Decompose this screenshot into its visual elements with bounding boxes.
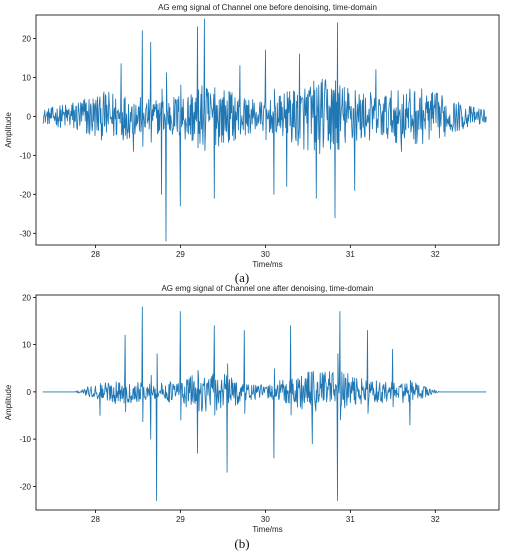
y-tick-label: 20 bbox=[22, 293, 31, 302]
caption-a: (a) bbox=[234, 270, 250, 285]
x-axis-label: Time/ms bbox=[252, 260, 282, 269]
y-tick-label: -10 bbox=[19, 435, 31, 444]
plot-frame bbox=[35, 294, 500, 511]
chart-title: AG emg signal of Channel one before deno… bbox=[158, 3, 377, 12]
x-tick-label: 30 bbox=[261, 515, 270, 524]
chart-title: AG emg signal of Channel one after denoi… bbox=[161, 284, 373, 293]
caption-b: (b) bbox=[234, 536, 250, 551]
x-tick-label: 28 bbox=[91, 250, 100, 259]
y-tick-label: 0 bbox=[27, 112, 32, 121]
y-tick-label: 10 bbox=[22, 341, 31, 350]
y-tick-label: -20 bbox=[19, 190, 31, 199]
signal-line bbox=[42, 18, 487, 242]
y-axis-label: Amplitude bbox=[4, 112, 13, 148]
y-tick-label: 0 bbox=[27, 388, 32, 397]
y-tick-label: -20 bbox=[19, 482, 31, 491]
chart-b: AG emg signal of Channel one after denoi… bbox=[4, 284, 500, 534]
x-tick-label: 29 bbox=[176, 515, 185, 524]
chart-a: AG emg signal of Channel one before deno… bbox=[4, 3, 500, 269]
x-tick-label: 32 bbox=[431, 515, 440, 524]
x-axis-label: Time/ms bbox=[252, 525, 282, 534]
y-tick-label: 10 bbox=[22, 73, 31, 82]
y-tick-label: 20 bbox=[22, 34, 31, 43]
x-tick-label: 32 bbox=[431, 250, 440, 259]
x-tick-label: 30 bbox=[261, 250, 270, 259]
x-tick-label: 29 bbox=[176, 250, 185, 259]
x-tick-label: 31 bbox=[346, 515, 355, 524]
x-tick-label: 28 bbox=[91, 515, 100, 524]
y-tick-label: -30 bbox=[19, 229, 31, 238]
signal-line bbox=[42, 306, 487, 501]
y-tick-label: -10 bbox=[19, 151, 31, 160]
y-axis-label: Amplitude bbox=[4, 384, 13, 420]
x-tick-label: 31 bbox=[346, 250, 355, 259]
plot-frame bbox=[35, 14, 500, 246]
